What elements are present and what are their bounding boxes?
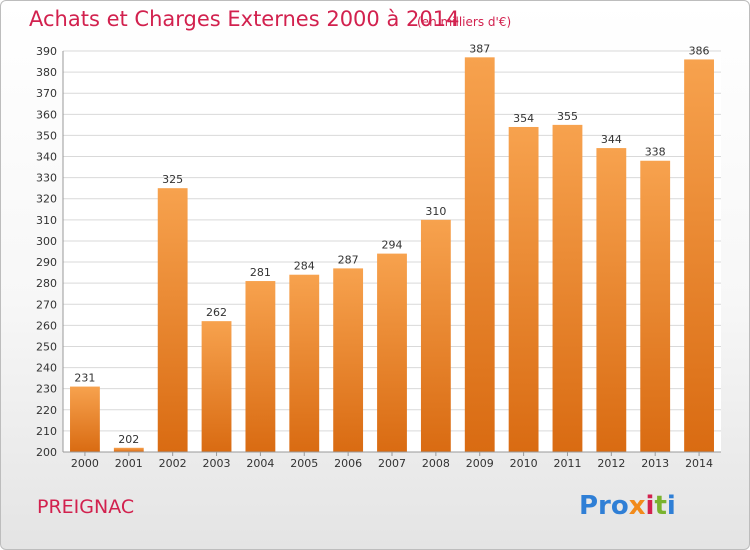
- x-tick-label: 2010: [510, 457, 538, 470]
- x-tick-label: 2006: [334, 457, 362, 470]
- y-tick-label: 270: [36, 298, 57, 311]
- bar: [157, 188, 188, 452]
- y-tick-label: 360: [36, 108, 57, 121]
- x-tick-label: 2014: [685, 457, 713, 470]
- bar-value-label: 262: [206, 306, 227, 319]
- logo-part-5: i: [666, 491, 676, 521]
- bar-value-label: 386: [689, 44, 710, 57]
- commune-name: PREIGNAC: [37, 496, 135, 518]
- x-tick-label: 2000: [71, 457, 99, 470]
- bar-value-label: 281: [250, 266, 271, 279]
- bar-value-label: 325: [162, 173, 183, 186]
- y-tick-label: 380: [36, 66, 57, 79]
- x-tick-label: 2003: [203, 457, 231, 470]
- logo-part-1: Pro: [579, 491, 629, 521]
- bar-value-label: 310: [425, 205, 446, 218]
- y-tick-label: 320: [36, 193, 57, 206]
- y-tick-label: 200: [36, 446, 57, 459]
- x-tick-label: 2004: [246, 457, 274, 470]
- chart-title: Achats et Charges Externes 2000 à 2014: [29, 7, 460, 31]
- bar-value-label: 338: [645, 146, 666, 159]
- y-tick-label: 240: [36, 362, 57, 375]
- bar-value-label: 355: [557, 110, 578, 123]
- bar-value-label: 344: [601, 133, 622, 146]
- logo-part-3: i: [645, 491, 655, 521]
- bar: [552, 124, 583, 453]
- bar-value-label: 294: [382, 239, 403, 252]
- y-tick-label: 330: [36, 172, 57, 185]
- y-tick-label: 350: [36, 129, 57, 142]
- x-tick-label: 2011: [553, 457, 581, 470]
- bar-value-label: 287: [338, 253, 359, 266]
- x-tick-label: 2008: [422, 457, 450, 470]
- bar: [70, 386, 100, 452]
- y-tick-label: 390: [36, 45, 57, 58]
- y-tick-label: 250: [36, 340, 57, 353]
- bar: [201, 321, 232, 452]
- bar: [640, 160, 671, 452]
- y-tick-label: 260: [36, 319, 57, 332]
- bar: [113, 447, 144, 452]
- bar: [420, 219, 451, 452]
- logo-part-2: x: [628, 491, 646, 521]
- y-tick-label: 300: [36, 235, 57, 248]
- bar-value-label: 284: [294, 260, 315, 273]
- x-tick-label: 2013: [641, 457, 669, 470]
- bar: [596, 148, 627, 452]
- y-tick-label: 280: [36, 277, 57, 290]
- x-axis: 2000 2001 2002 2003 2004 2005 2006 2007 2008 2009…: [63, 451, 721, 470]
- x-tick-label: 2007: [378, 457, 406, 470]
- logo-part-4: t: [654, 491, 667, 521]
- bar-value-label: 202: [118, 433, 139, 446]
- bar: [289, 274, 320, 452]
- x-tick-label: 2002: [159, 457, 187, 470]
- bar: [333, 268, 364, 452]
- y-tick-label: 370: [36, 87, 57, 100]
- x-tick-label: 2005: [290, 457, 318, 470]
- bar-value-label: 354: [513, 112, 534, 125]
- bars: 231 202 325 262 281 284 287 294 310 387 354 355 344 3…: [70, 42, 714, 453]
- bar: [464, 57, 495, 453]
- bar: [684, 59, 714, 452]
- x-tick-label: 2001: [115, 457, 143, 470]
- y-tick-label: 340: [36, 151, 57, 164]
- y-tick-label: 210: [36, 425, 57, 438]
- y-tick-label: 310: [36, 214, 57, 227]
- x-tick-label: 2012: [597, 457, 625, 470]
- bar: [245, 281, 276, 452]
- x-tick-label: 2009: [466, 457, 494, 470]
- proxiti-logo[interactable]: Proxiti: [579, 491, 676, 521]
- bar: [377, 253, 407, 452]
- y-tick-label: 290: [36, 256, 57, 269]
- bar-value-label: 231: [74, 372, 95, 385]
- y-tick-label: 220: [36, 404, 57, 417]
- y-axis: 200 210 220 230 240 250 260 270 280 290 300 310 320 3…: [36, 45, 64, 459]
- bar: [508, 126, 539, 453]
- bar-value-label: 387: [469, 42, 490, 55]
- y-tick-label: 230: [36, 383, 57, 396]
- chart-subtitle: (en milliers d'€): [417, 15, 512, 29]
